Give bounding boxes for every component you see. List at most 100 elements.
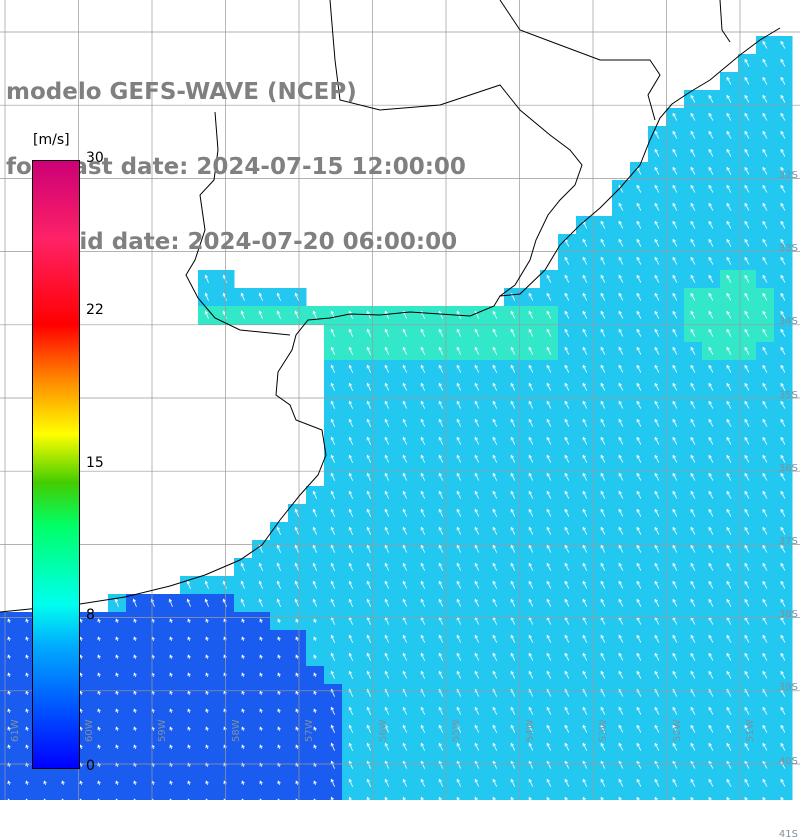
wind-arrow-head — [582, 364, 586, 369]
wind-arrow — [726, 779, 732, 787]
wind-arrow-head — [600, 526, 604, 531]
wind-arrow — [223, 293, 227, 301]
wind-arrow — [528, 509, 534, 517]
wind-arrow — [546, 365, 552, 373]
wind-arrow — [331, 527, 335, 535]
wind-arrow — [762, 293, 768, 301]
longitude-label: 52W — [671, 719, 683, 742]
wind-arrow — [313, 527, 317, 535]
wind-arrow — [420, 671, 426, 679]
wind-arrow-head — [295, 726, 299, 731]
wind-arrow-head — [187, 636, 191, 641]
wind-arrow — [582, 725, 588, 733]
wind-arrow-head — [726, 184, 730, 189]
wind-arrow-head — [564, 580, 568, 585]
wind-arrow-head — [438, 418, 442, 423]
wind-arrow-head — [708, 472, 712, 477]
wind-arrow-head — [510, 364, 514, 369]
wind-arrow-head — [762, 94, 766, 99]
wind-arrow — [780, 347, 786, 355]
wind-arrow-head — [510, 346, 514, 351]
wind-arrow-head — [79, 654, 83, 659]
wind-arrow — [546, 383, 552, 391]
wind-arrow-head — [690, 274, 694, 279]
wind-arrow — [510, 311, 516, 319]
wind-arrow-head — [474, 580, 478, 585]
wind-arrow — [402, 437, 408, 445]
wind-arrow-head — [708, 202, 712, 207]
wind-arrow-head — [636, 220, 640, 225]
wind-arrow-head — [313, 798, 316, 800]
wind-arrow — [564, 401, 570, 409]
wind-arrow — [582, 653, 588, 661]
wind-arrow — [726, 113, 732, 121]
wind-cell — [18, 792, 37, 800]
wind-arrow — [474, 473, 480, 481]
wind-arrow — [744, 203, 750, 211]
wind-arrow-head — [744, 526, 748, 531]
wind-arrow-head — [690, 634, 694, 639]
wind-arrow-head — [474, 508, 478, 513]
wind-arrow — [223, 275, 227, 283]
wind-arrow — [708, 401, 714, 409]
wind-arrow — [384, 401, 390, 409]
wind-arrow-head — [762, 544, 766, 549]
wind-arrow — [708, 797, 711, 800]
wind-arrow-head — [204, 292, 209, 297]
wind-arrow-head — [330, 382, 335, 387]
wind-arrow — [187, 599, 191, 607]
wind-arrow-head — [564, 436, 568, 441]
wind-arrow — [618, 671, 624, 679]
wind-arrow — [474, 761, 480, 769]
wind-arrow-head — [762, 742, 766, 747]
wind-arrow-head — [294, 310, 299, 315]
wind-arrow-head — [295, 618, 299, 623]
wind-arrow-head — [510, 310, 514, 315]
wind-arrow — [672, 419, 678, 427]
wind-arrow-head — [402, 562, 406, 567]
longitude-label: 60W — [83, 719, 95, 742]
wind-arrow-head — [187, 672, 191, 677]
wind-arrow-head — [618, 382, 622, 387]
wind-arrow-head — [528, 328, 532, 333]
wind-arrow-head — [241, 690, 245, 695]
wind-arrow-head — [348, 652, 353, 657]
wind-arrow-head — [348, 634, 353, 639]
wind-arrow-head — [492, 544, 496, 549]
wind-arrow-head — [744, 310, 748, 315]
wind-arrow — [744, 347, 750, 355]
wind-arrow — [492, 617, 498, 625]
wind-arrow — [762, 221, 768, 229]
wind-arrow-head — [384, 418, 388, 423]
wind-arrow-head — [420, 670, 424, 675]
wind-cell — [576, 792, 595, 800]
wind-arrow — [474, 563, 480, 571]
wind-arrow-head — [348, 706, 353, 711]
wind-arrow-head — [438, 724, 442, 729]
wind-arrow-head — [582, 526, 586, 531]
wind-arrow-head — [672, 148, 676, 153]
wind-arrow-head — [366, 400, 370, 405]
wind-arrow — [331, 455, 335, 463]
wind-arrow — [654, 419, 660, 427]
wind-arrow-head — [582, 436, 586, 441]
wind-arrow-head — [420, 724, 424, 729]
wind-arrow-head — [618, 652, 622, 657]
wind-arrow-head — [654, 148, 658, 153]
wind-arrow-head — [420, 580, 424, 585]
wind-arrow — [456, 527, 462, 535]
wind-arrow-head — [690, 436, 694, 441]
wind-arrow — [349, 707, 353, 715]
wind-arrow — [528, 329, 534, 337]
wind-arrow — [582, 527, 588, 535]
wind-arrow-head — [438, 580, 442, 585]
wind-arrow — [456, 797, 459, 800]
wind-arrow-head — [528, 418, 532, 423]
wind-arrow-head — [402, 382, 406, 387]
wind-arrow-head — [402, 742, 406, 747]
wind-arrow-head — [654, 706, 658, 711]
wind-arrow-head — [276, 580, 281, 585]
wind-arrow — [384, 527, 390, 535]
wind-arrow — [744, 185, 750, 193]
wind-arrow-head — [726, 706, 730, 711]
